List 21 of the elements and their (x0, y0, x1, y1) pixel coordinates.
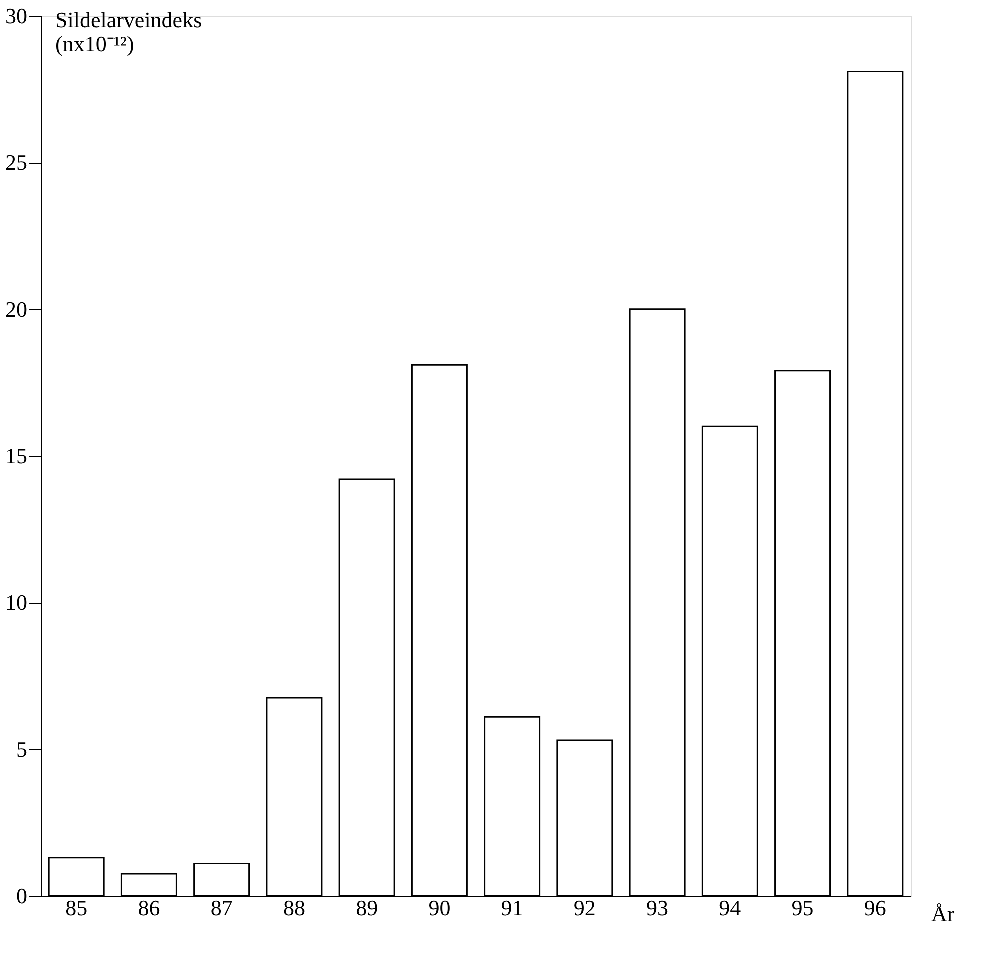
x-tick-label: 94 (719, 896, 742, 920)
x-tick-label: 90 (428, 896, 451, 920)
x-tick-label: 91 (501, 896, 524, 920)
x-tick-label: 88 (283, 896, 306, 920)
y-tick-label: 15 (6, 444, 28, 468)
x-tick-label: 93 (646, 896, 669, 920)
y-tick-label: 0 (16, 884, 28, 908)
x-tick-label: 92 (574, 896, 596, 920)
y-axis-title: Sildelarveindeks (nx10⁻¹²) (56, 8, 202, 56)
x-tick-label: 89 (356, 896, 378, 920)
y-tick-label: 5 (16, 736, 28, 762)
y-tick-label: 25 (6, 150, 28, 176)
x-tick-label: 96 (864, 896, 886, 920)
x-tick-label: 95 (792, 896, 814, 920)
x-tick-label: 87 (210, 896, 233, 920)
y-tick-label: 30 (6, 4, 28, 28)
x-axis-title: År (932, 902, 956, 926)
y-tick-label: 20 (6, 296, 28, 322)
x-tick-label: 86 (138, 896, 160, 920)
x-tick-label: 85 (66, 896, 88, 920)
y-tick-label: 10 (6, 590, 28, 616)
